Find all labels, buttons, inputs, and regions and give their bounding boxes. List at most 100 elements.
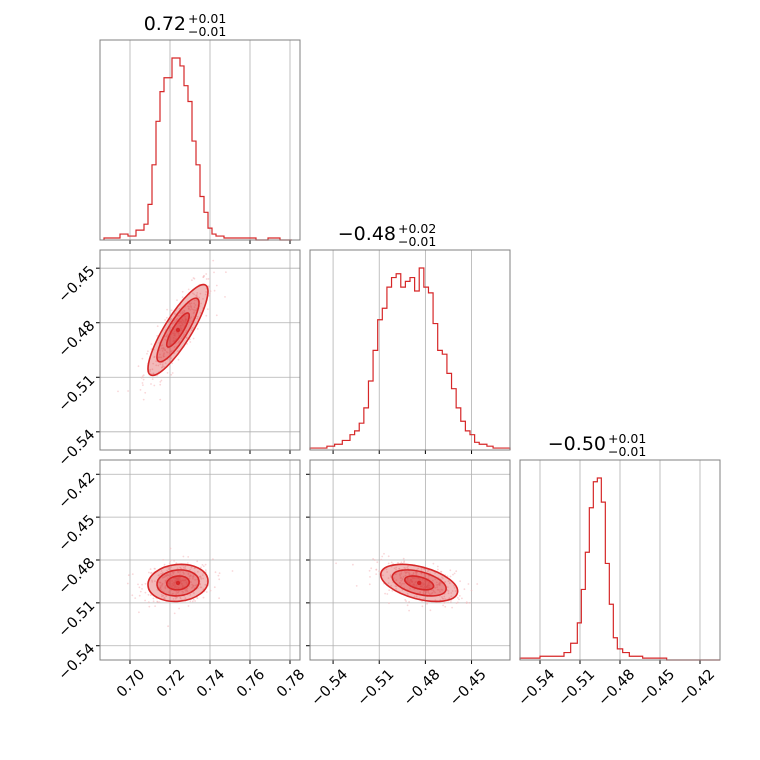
p-1-0-sample-point [188,302,191,305]
p-2-0-sample-point [127,574,130,576]
p-2-1-sample-point [335,562,337,565]
p-2-0-sample-point [186,583,188,585]
p-2-0-frame [99,459,301,661]
p-2-0-sample-point [218,578,221,581]
p-2-1-sample-point [419,578,421,580]
p-2-0-sample-point [184,589,187,592]
p-2-1-sample-point [390,561,393,564]
diag-1-title-value: −0.48 [338,223,396,245]
p-1-0-sample-point [170,343,172,346]
p-2-0-sample-point [172,584,175,587]
p-2-0-sample-point [212,558,214,560]
p-2-0-sample-point [193,592,195,595]
p-2-1-sample-point [442,577,444,580]
p-2-1-sample-point [395,573,397,575]
p-1-0-sample-point [152,362,155,365]
p-2-1-sample-point [400,561,403,564]
p-1-0-sample-point [140,376,143,379]
p-2-0-sample-point [192,584,195,587]
p-2-0-sample-point [178,607,181,610]
p-2-1-sample-point [421,585,424,588]
p-1-0-sample-point [147,350,149,353]
p-1-0-sample-point [160,379,163,382]
p-1-0-sample-point [190,316,193,319]
p-1-0-sample-point [179,325,182,327]
p-1-0-sample-point [179,327,182,329]
p-1-0-sample-point [176,350,179,352]
p-1-0-sample-point [141,382,144,384]
p-2-1-sample-point [447,592,450,595]
p-1-0-sample-point [177,341,180,344]
p-1-0-sample-point [193,277,196,280]
p-1-0-sample-point [193,306,196,309]
p-1-0-sample-point [191,326,194,329]
p-2-1-sample-point [434,599,437,601]
p-2-0-sample-point [190,566,193,569]
bottom-axis-2-xtick-label-3: −0.45 [635,667,678,710]
p-1-0-sample-point [159,353,161,356]
bottom-axis-0-xtick-label-4: 0.78 [274,667,308,701]
p-2-1-sample-point [415,584,418,587]
p-2-1-sample-point [458,598,460,601]
p-2-0-sample-point [176,570,179,573]
p-2-1-sample-point [401,578,404,581]
p-1-0-sample-point [191,308,194,311]
p-2-0-sample-point [201,564,204,566]
p-1-0-sample-point [189,317,192,320]
p-2-1-sample-point [439,590,441,593]
p-1-0-sample-point [161,350,164,352]
p-2-1-sample-point [420,567,423,570]
left-axis-2-ytick-label-1: −0.45 [56,512,99,555]
p-2-0-sample-point [202,565,205,568]
p-2-0-sample-point [151,581,154,583]
p-2-0-sample-point [189,594,192,596]
p-1-0-sample-point [149,370,151,373]
p-1-0-sample-point [139,389,142,391]
p-2-0-sample-point [158,601,161,603]
p-2-1-sample-point [427,591,430,594]
p-2-0-sample-point [169,574,172,576]
p-2-0-sample-point [189,600,192,603]
p-1-0-sample-point [170,317,173,320]
p-2-0-sample-point [154,605,157,607]
p-1-0-sample-point [213,271,215,274]
p-2-1-sample-point [400,572,403,575]
p-1-0-sample-point [183,309,185,312]
p-1-0-sample-point [150,383,152,385]
p-2-0-sample-point [218,597,221,600]
p-2-1-sample-point [380,558,383,561]
p-2-1-sample-point [412,572,415,574]
p-2-1-sample-point [399,574,401,577]
p-1-0-sample-point [208,285,210,288]
p-1-0-sample-point [205,314,208,317]
bottom-axis-0-xtick-label-1: 0.72 [154,667,188,701]
bottom-axis-0-xtick-label-2: 0.74 [194,667,228,701]
p-1-0-sample-point [117,390,119,393]
p-2-0-sample-point [186,562,189,565]
p-1-0-sample-point [215,284,218,287]
p-2-1-sample-point [395,585,398,588]
p-1-0-sample-point [160,356,163,359]
p-2-0-sample-point [167,574,170,577]
p-2-1-sample-point [406,604,409,607]
p-2-1-sample-point [404,574,407,577]
p-2-0-sample-point [231,570,234,572]
p-1-0-sample-point [199,292,202,295]
p-2-0-sample-point [175,562,178,564]
p-2-0-sample-point [173,612,176,615]
p-2-0-sample-point [184,567,187,570]
p-2-0-sample-point [196,597,199,600]
p-1-0-sample-point [182,335,185,338]
p-1-0-sample-point [166,372,169,374]
p-1-0-sample-point [170,373,173,376]
p-2-0-sample-point [167,625,170,628]
p-2-1-sample-point [401,582,404,585]
p-2-0-sample-point [187,572,190,575]
p-2-0-sample-point [159,581,162,584]
p-1-0-sample-point [178,308,181,310]
p-1-0-sample-point [159,398,162,401]
p-1-0-sample-point [164,349,167,351]
p-2-0-sample-point [182,591,185,593]
p-1-0-sample-point [193,293,196,296]
p-2-1-sample-point [426,603,428,605]
